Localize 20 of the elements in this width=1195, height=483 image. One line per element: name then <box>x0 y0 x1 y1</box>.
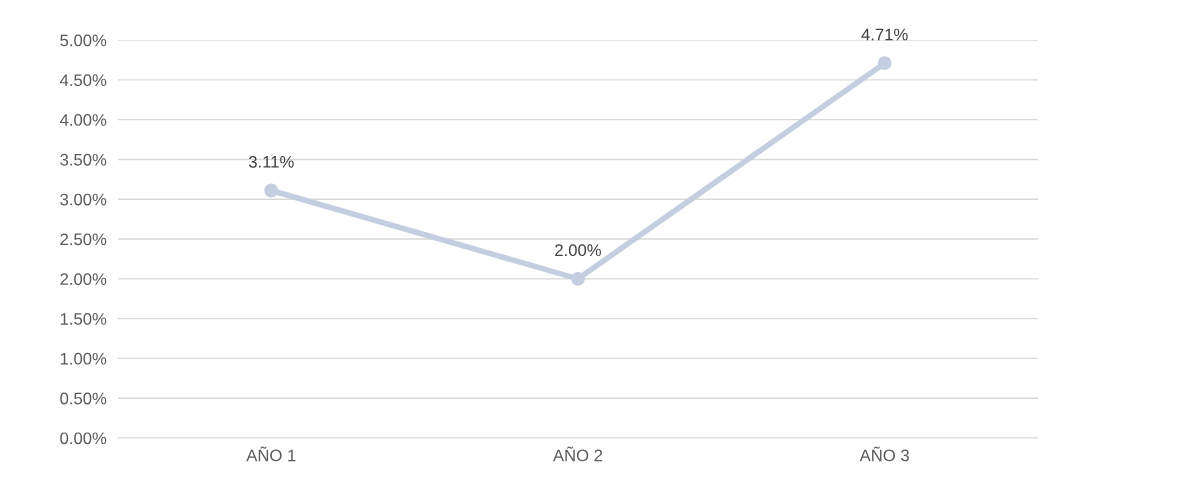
y-tick-label: 4.50% <box>59 74 107 87</box>
y-tick-label: 0.00% <box>60 432 107 445</box>
y-tick-label: 2.50% <box>60 233 107 246</box>
x-tick-label: AÑO 3 <box>859 446 909 462</box>
x-tick-label: AÑO 2 <box>552 446 603 462</box>
y-tick-label: 1.00% <box>60 352 107 365</box>
y-tick-label: 2.00% <box>60 273 107 286</box>
data-label: 4.71% <box>861 28 908 41</box>
y-tick-label: 5.00% <box>60 34 107 47</box>
data-label: 3.11% <box>248 155 294 168</box>
y-tick-label: 4.00% <box>59 114 107 126</box>
data-label: 2.00% <box>555 244 601 257</box>
y-tick-label: 1.50% <box>60 313 107 325</box>
point <box>877 56 892 71</box>
point <box>264 183 279 198</box>
x-tick-label: AÑO 1 <box>246 446 296 462</box>
y-tick-label: 0.50% <box>60 392 107 405</box>
y-tick-label: 3.50% <box>60 153 107 166</box>
y-tick-label: 3.00% <box>60 193 107 206</box>
point <box>571 271 585 286</box>
